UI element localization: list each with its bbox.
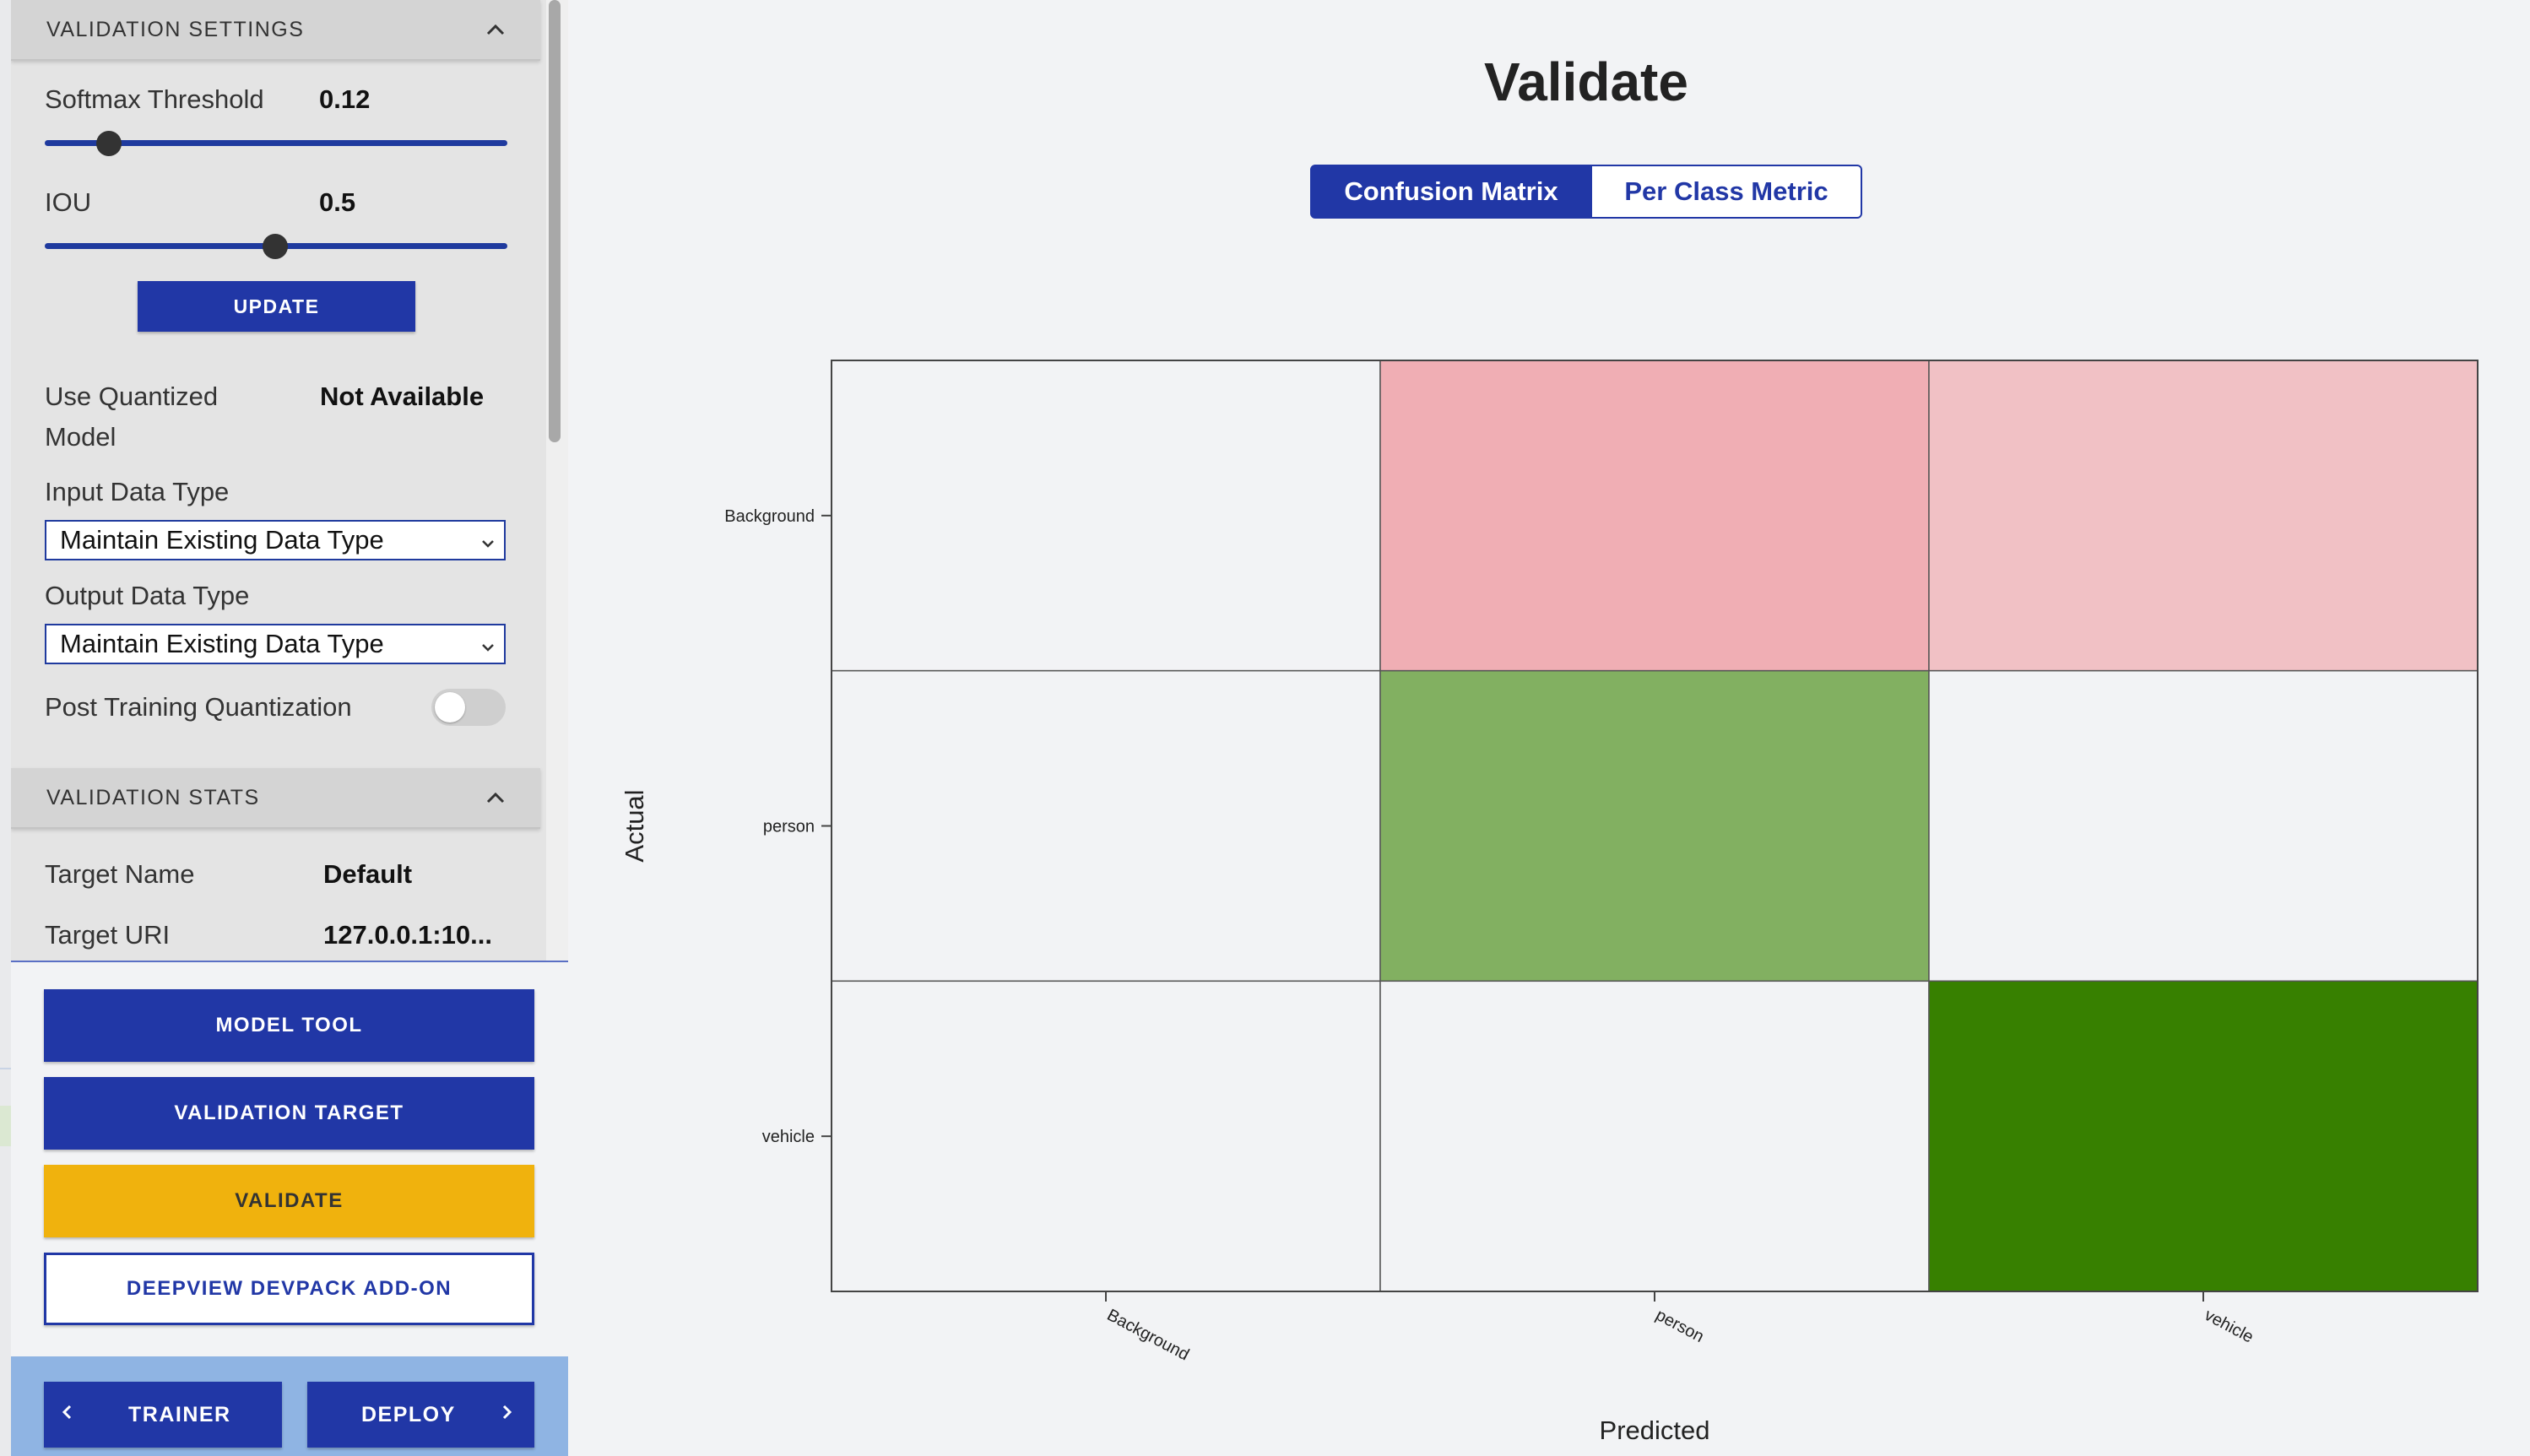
- heatmap-cell-2-2: [1928, 980, 2479, 1292]
- y-tick-label: person: [763, 818, 815, 836]
- validation-settings-title: VALIDATION SETTINGS: [46, 17, 305, 41]
- softmax-threshold-slider[interactable]: [45, 140, 507, 146]
- heatmap-cell-1-2: [1928, 669, 2479, 982]
- x-tick-label: person: [1653, 1306, 1707, 1346]
- view-tabs: Confusion Matrix Per Class Metric: [1310, 165, 1862, 219]
- tab-per-class-metric[interactable]: Per Class Metric: [1592, 165, 1862, 219]
- heatmap-cell-2-0: [831, 980, 1381, 1292]
- model-tool-button[interactable]: MODEL TOOL: [44, 989, 534, 1062]
- toggle-knob: [435, 692, 465, 723]
- heatmap-cell-0-0: [831, 360, 1381, 672]
- target-uri-label: Target URI: [45, 920, 171, 950]
- divider: [11, 961, 568, 962]
- chevron-down-icon: [480, 634, 496, 664]
- softmax-threshold-value: 0.12: [319, 84, 371, 114]
- x-tick-label: Background: [1104, 1306, 1193, 1365]
- softmax-threshold-label: Softmax Threshold: [45, 84, 264, 114]
- x-axis-label: Predicted: [1600, 1415, 1710, 1445]
- target-uri-value: 127.0.0.1:10...: [323, 920, 492, 950]
- output-data-type-label: Output Data Type: [45, 581, 250, 610]
- chevron-up-icon[interactable]: [486, 20, 505, 39]
- deploy-nav-button[interactable]: DEPLOY: [307, 1382, 534, 1448]
- heatmap-cell-0-2: [1928, 360, 2479, 672]
- x-tick-label: vehicle: [2202, 1306, 2256, 1347]
- iou-value: 0.5: [319, 187, 356, 217]
- iou-label: IOU: [45, 187, 92, 217]
- post-training-quantization-toggle[interactable]: [431, 689, 506, 726]
- validation-settings-header[interactable]: VALIDATION SETTINGS: [11, 0, 540, 61]
- heatmap-cell-1-0: [831, 669, 1381, 982]
- input-data-type-label: Input Data Type: [45, 477, 230, 506]
- chevron-right-icon: [500, 1402, 513, 1428]
- y-tick-label: Background: [724, 507, 815, 526]
- output-data-type-selected: Maintain Existing Data Type: [60, 629, 384, 658]
- post-training-quantization-label: Post Training Quantization: [45, 692, 352, 722]
- page-title: Validate: [1484, 51, 1688, 112]
- update-button[interactable]: UPDATE: [138, 281, 415, 332]
- validation-stats-header[interactable]: VALIDATION STATS: [11, 768, 540, 829]
- heatmap-cell-0-1: [1379, 360, 1930, 672]
- left-edge: [0, 0, 11, 1456]
- trainer-nav-button[interactable]: TRAINER: [44, 1382, 282, 1448]
- iou-slider-handle[interactable]: [263, 234, 288, 259]
- deploy-nav-label: DEPLOY: [361, 1402, 456, 1426]
- chevron-left-icon: [61, 1402, 74, 1428]
- validation-stats-title: VALIDATION STATS: [46, 785, 260, 809]
- tab-confusion-matrix[interactable]: Confusion Matrix: [1310, 165, 1592, 219]
- output-data-type-select[interactable]: Maintain Existing Data Type: [45, 624, 506, 664]
- validate-button[interactable]: VALIDATE: [44, 1165, 534, 1237]
- target-name-label: Target Name: [45, 859, 195, 889]
- target-name-value: Default: [323, 859, 413, 889]
- use-quantized-value: Not Available: [320, 382, 485, 411]
- input-data-type-select[interactable]: Maintain Existing Data Type: [45, 520, 506, 560]
- chevron-down-icon: [480, 530, 496, 560]
- confusion-matrix-chart: Background person vehicle Background person v…: [620, 360, 2479, 1445]
- settings-scroll-panel[interactable]: VALIDATION SETTINGS Softmax Threshold 0.…: [11, 0, 557, 961]
- deepview-devpack-addon-button[interactable]: DEEPVIEW DEVPACK ADD-ON: [44, 1253, 534, 1325]
- sidebar: VALIDATION SETTINGS Softmax Threshold 0.…: [0, 0, 568, 1456]
- softmax-threshold-slider-handle[interactable]: [96, 131, 122, 156]
- trainer-nav-label: TRAINER: [128, 1402, 231, 1426]
- use-quantized-label-line2: Model: [45, 422, 116, 452]
- y-tick-label: vehicle: [762, 1128, 815, 1146]
- scrollbar-thumb[interactable]: [549, 0, 561, 442]
- chevron-up-icon[interactable]: [486, 788, 505, 807]
- heatmap-cell-1-1: [1379, 669, 1930, 982]
- heatmap-cell-2-1: [1379, 980, 1930, 1292]
- edge-marker: [0, 1106, 11, 1146]
- use-quantized-label-line1: Use Quantized: [45, 382, 219, 411]
- y-axis-label: Actual: [620, 789, 649, 862]
- edge-marker: [0, 1068, 11, 1069]
- input-data-type-selected: Maintain Existing Data Type: [60, 525, 384, 555]
- validation-target-button[interactable]: VALIDATION TARGET: [44, 1077, 534, 1150]
